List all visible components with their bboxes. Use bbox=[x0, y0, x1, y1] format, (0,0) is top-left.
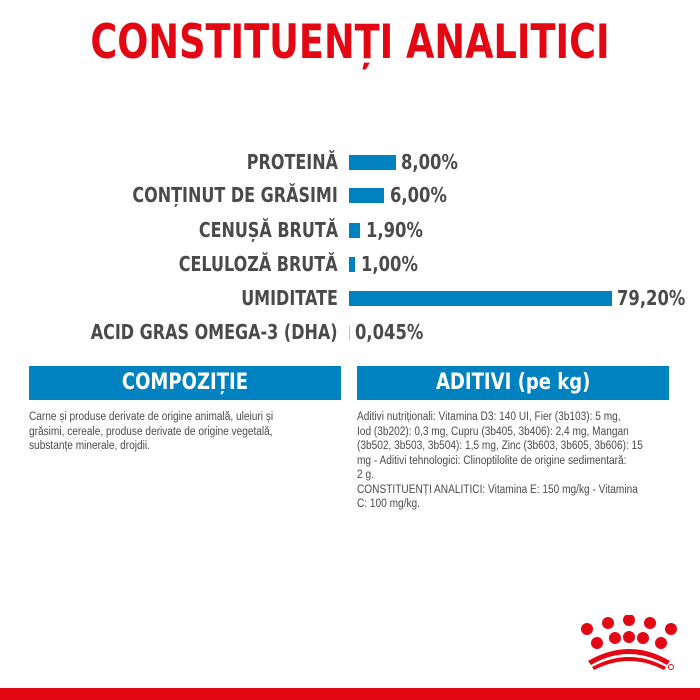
chart-row-protein: PROTEINĂ 8,00% bbox=[0, 147, 700, 177]
text-line: Carne și produse derivate de origine ani… bbox=[29, 411, 274, 423]
row-bar bbox=[349, 257, 355, 272]
row-bar bbox=[349, 223, 360, 238]
text-line: grăsimi, cereale, produse derivate de or… bbox=[29, 425, 273, 438]
text-line: Iod (3b202): 0,3 mg, Cupru (3b405, 3b406… bbox=[357, 425, 629, 438]
row-label: CELULOZĂ BRUTĂ bbox=[179, 252, 338, 276]
chart-row-fat: CONȚINUT DE GRĂSIMI 6,00% bbox=[0, 180, 700, 210]
chart-row-moisture: UMIDITATE 79,20% bbox=[0, 283, 700, 313]
additives-header: ADITIVI (pe kg) bbox=[357, 366, 669, 400]
row-bar bbox=[349, 325, 350, 340]
text-line: CONSTITUENȚI ANALITICI: Vitamina E: 150 … bbox=[357, 483, 638, 496]
row-value: 79,20% bbox=[617, 286, 686, 310]
row-value: 1,90% bbox=[366, 218, 423, 242]
composition-text: Carne și produse derivate de origine ani… bbox=[29, 410, 341, 454]
page-title: CONSTITUENȚI ANALITICI bbox=[90, 15, 610, 70]
text-line: 2 g. bbox=[357, 469, 374, 481]
text-line: C: 100 mg/kg. bbox=[357, 498, 421, 510]
row-value: 6,00% bbox=[390, 183, 447, 207]
text-line: Aditivi nutriționali: Vitamina D3: 140 U… bbox=[357, 411, 621, 423]
bottom-brand-band bbox=[0, 688, 700, 700]
chart-row-ash: CENUȘĂ BRUTĂ 1,90% bbox=[0, 215, 700, 245]
additives-text: Aditivi nutriționali: Vitamina D3: 140 U… bbox=[357, 410, 677, 512]
chart-row-omega3: ACID GRAS OMEGA-3 (DHA) 0,045% bbox=[0, 317, 700, 347]
text-line: mg - Aditivi tehnologici: Clinoptilolite… bbox=[357, 454, 627, 467]
row-label: UMIDITATE bbox=[241, 286, 338, 310]
row-bar bbox=[349, 291, 612, 306]
row-label: PROTEINĂ bbox=[246, 150, 338, 174]
row-label: CENUȘĂ BRUTĂ bbox=[198, 218, 338, 242]
text-line: (3b502, 3b503, 3b504): 1,5 mg, Zinc (3b6… bbox=[357, 440, 643, 452]
additives-heading: ADITIVI (pe kg) bbox=[435, 370, 591, 395]
row-value: 8,00% bbox=[401, 150, 458, 174]
row-bar bbox=[349, 188, 384, 203]
row-value: 1,00% bbox=[361, 252, 418, 276]
row-label: CONȚINUT DE GRĂSIMI bbox=[132, 183, 338, 207]
composition-header: COMPOZIȚIE bbox=[29, 366, 341, 400]
chart-row-fiber: CELULOZĂ BRUTĂ 1,00% bbox=[0, 249, 700, 279]
composition-heading: COMPOZIȚIE bbox=[121, 370, 249, 395]
text-line: substanțe minerale, drojdii. bbox=[29, 440, 150, 452]
row-value: 0,045% bbox=[355, 320, 424, 344]
row-label: ACID GRAS OMEGA-3 (DHA) bbox=[91, 320, 338, 344]
row-bar bbox=[349, 155, 396, 170]
royal-canin-crown-icon bbox=[581, 615, 677, 670]
